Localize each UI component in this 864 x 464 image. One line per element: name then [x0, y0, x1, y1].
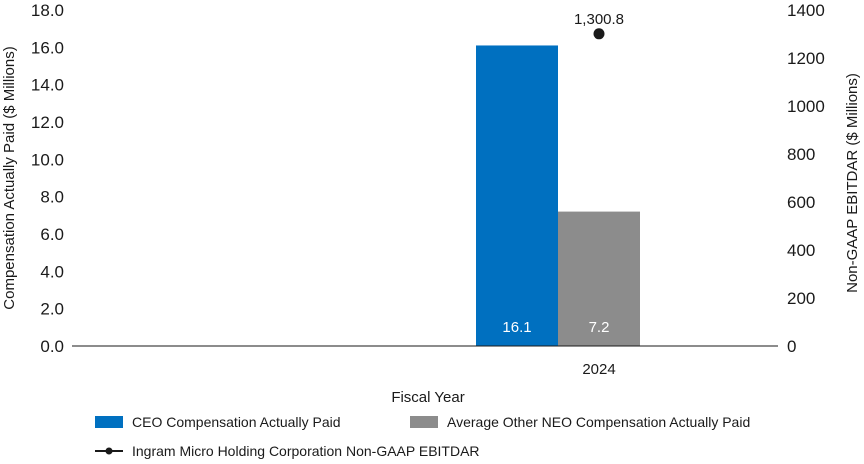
legend-swatch [95, 416, 123, 428]
y-axis-right-ticks: 0 200 400 600 800 1000 1200 1400 [787, 1, 825, 356]
bar-value-label: 7.2 [589, 319, 610, 336]
y-axis-left-ticks: 0.0 2.0 4.0 6.0 8.0 10.0 12.0 14.0 16.0 18.0 [31, 1, 64, 356]
y-tick-label: 4.0 [40, 262, 64, 281]
ebitdar-points: 1,300.8 [574, 11, 624, 40]
y-tick-label: 10.0 [31, 150, 64, 169]
y2-tick-label: 400 [787, 241, 815, 260]
y-tick-label: 12.0 [31, 113, 64, 132]
legend: CEO Compensation Actually Paid Average Ot… [95, 414, 750, 459]
y-axis-left-title: Compensation Actually Paid ($ Millions) [1, 46, 18, 309]
y-tick-label: 6.0 [40, 225, 64, 244]
y-axis-right-title: Non-GAAP EBITDAR ($ Millions) [844, 73, 861, 293]
bar-value-label: 16.1 [502, 319, 531, 336]
legend-label: Average Other NEO Compensation Actually … [447, 414, 750, 430]
x-tick-label: 2024 [582, 361, 615, 378]
legend-swatch [410, 416, 438, 428]
y2-tick-label: 600 [787, 193, 815, 212]
y2-tick-label: 800 [787, 145, 815, 164]
ebitdar-point-label: 1,300.8 [574, 11, 624, 28]
y2-tick-label: 200 [787, 289, 815, 308]
bars: 16.1 7.2 [476, 45, 640, 346]
y2-tick-label: 1000 [787, 97, 825, 116]
y-tick-label: 2.0 [40, 300, 64, 319]
legend-marker [105, 447, 113, 455]
neo-compensation-bar [558, 211, 640, 346]
y-tick-label: 8.0 [40, 188, 64, 207]
y-tick-label: 14.0 [31, 76, 64, 95]
ebitdar-point [593, 28, 605, 40]
y-tick-label: 16.0 [31, 38, 64, 57]
ceo-compensation-bar [476, 45, 558, 346]
x-axis-ticks: 2024 [582, 361, 615, 378]
y-tick-label: 18.0 [31, 1, 64, 20]
x-axis-title: Fiscal Year [391, 389, 464, 406]
y2-tick-label: 0 [787, 337, 796, 356]
legend-label: CEO Compensation Actually Paid [132, 414, 341, 430]
legend-label: Ingram Micro Holding Corporation Non-GAA… [132, 443, 480, 459]
y2-tick-label: 1200 [787, 49, 825, 68]
y-tick-label: 0.0 [40, 337, 64, 356]
y2-tick-label: 1400 [787, 1, 825, 20]
